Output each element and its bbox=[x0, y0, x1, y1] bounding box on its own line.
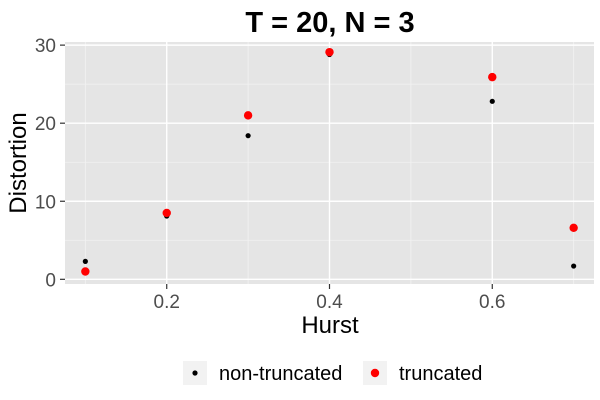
data-point-non-truncated bbox=[489, 98, 495, 104]
data-point-truncated bbox=[569, 223, 578, 232]
chart-title: T = 20, N = 3 bbox=[245, 7, 414, 39]
y-axis-title: Distortion bbox=[5, 112, 32, 213]
data-point-truncated bbox=[81, 267, 90, 276]
axis-ticks: 0.2 0.4 0.6 0 10 20 30 bbox=[35, 36, 506, 313]
x-tick-label: 0.6 bbox=[479, 292, 505, 313]
x-tick-label: 0.2 bbox=[154, 292, 180, 313]
legend-label-truncated: truncated bbox=[399, 363, 482, 385]
legend-point-non-truncated bbox=[192, 370, 198, 376]
grid-lines bbox=[65, 42, 594, 284]
data-point-non-truncated bbox=[82, 258, 88, 264]
x-axis-title: Hurst bbox=[301, 312, 359, 339]
data-point-non-truncated bbox=[571, 263, 577, 269]
data-point-truncated bbox=[162, 208, 171, 218]
y-tick-label: 10 bbox=[35, 192, 56, 213]
y-tick-label: 30 bbox=[35, 36, 56, 57]
legend-label-non-truncated: non-truncated bbox=[219, 363, 342, 385]
x-tick-label: 0.4 bbox=[316, 292, 343, 313]
data-point-truncated bbox=[325, 47, 334, 57]
y-tick-label: 20 bbox=[35, 114, 56, 135]
y-tick-label: 0 bbox=[45, 270, 56, 291]
data-points bbox=[81, 47, 578, 276]
data-point-truncated bbox=[243, 111, 253, 120]
legend-point-truncated bbox=[370, 368, 380, 378]
data-point-non-truncated bbox=[245, 133, 251, 139]
data-point-truncated bbox=[488, 72, 497, 82]
legend: non-truncated truncated bbox=[183, 361, 482, 385]
